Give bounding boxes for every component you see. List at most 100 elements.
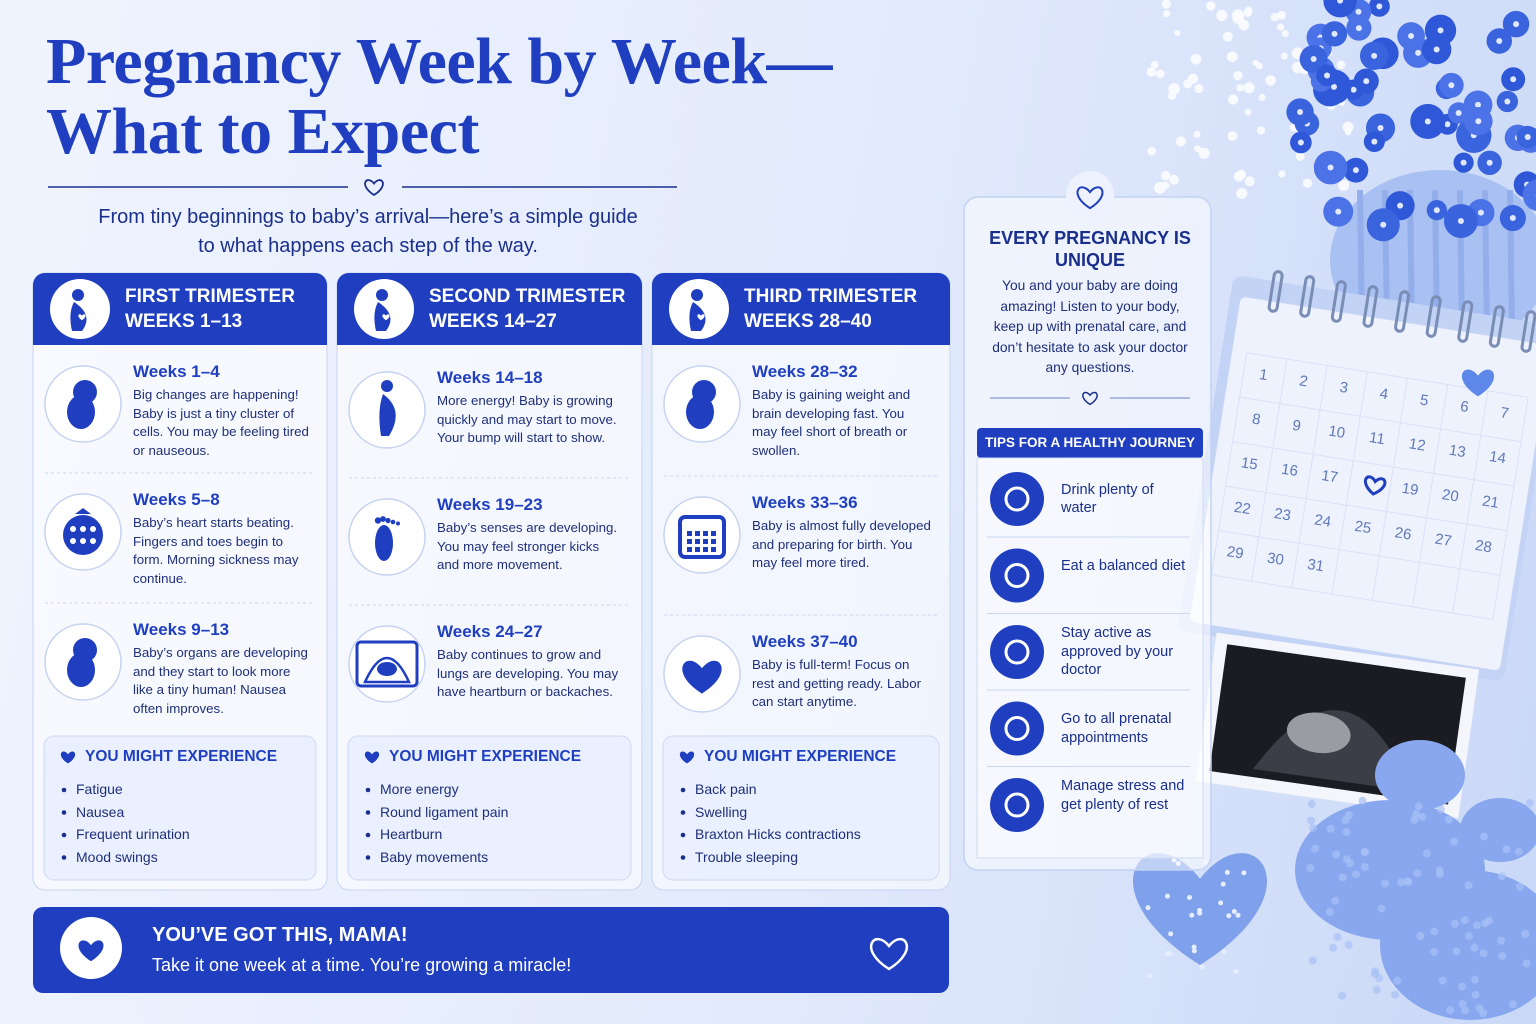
knit [1377,904,1386,913]
experience-title: YOU MIGHT EXPERIENCE [704,748,897,765]
calendar-day: 25 [1353,518,1372,537]
experience-title: YOU MIGHT EXPERIENCE [85,748,278,765]
gypsophila [1175,136,1186,147]
pillow-dot [1235,912,1241,918]
knit [1450,919,1459,928]
flower-center [1327,164,1334,171]
icon-part [687,539,692,544]
bullet [680,810,686,815]
flower-center [1448,82,1455,89]
flower-center [1297,139,1304,146]
knit [1332,850,1341,859]
bullet [61,855,67,860]
knit [1338,873,1347,882]
experience-item: Trouble sleeping [695,848,798,865]
knit [1485,916,1494,925]
footer-heart [869,938,909,971]
calendar-day: 5 [1419,392,1430,410]
stage-weeks: Weeks 19–23 [437,495,543,514]
flower-center [1433,46,1440,53]
flower-center [1352,167,1359,174]
knit [1479,949,1488,958]
bootie [1460,798,1536,862]
calendar-day: 19 [1401,480,1420,499]
flower-center [1504,98,1511,105]
knit [1402,877,1411,886]
gypsophila [1216,9,1228,22]
knit [1372,985,1381,994]
icon-part [396,521,400,526]
knit [1307,799,1316,808]
stage-icon [689,289,706,331]
calendar-day: 2 [1298,372,1309,390]
pillow-dot [1218,900,1224,906]
experience-item: Heartburn [380,826,443,842]
pillow-dot [1224,869,1230,875]
calendar-day: 12 [1408,435,1427,454]
flower-center [1513,21,1520,28]
experience-heart [60,751,76,764]
divider-heart [364,179,384,197]
icon-part [70,538,76,544]
gypsophila [1193,145,1201,153]
calendar-grid [1291,365,1328,588]
experience-item: Back pain [695,781,757,797]
stage-text: Baby’s senses are developing. You may fe… [437,520,618,572]
knit [1311,844,1320,853]
knit [1498,951,1507,960]
gypsophila [1291,61,1304,74]
knit [1438,976,1447,985]
stage-text: Baby is gaining weight and brain develop… [752,387,911,458]
icon-part [697,314,705,321]
icon-part [390,519,396,525]
calendar-day: 30 [1266,550,1285,569]
flower-center [1509,215,1516,222]
knit [1326,824,1335,833]
experience-box [347,735,632,881]
experience-item: Round ligament pain [380,803,509,820]
pillow-dot [1233,969,1239,975]
calendar-day: 3 [1338,379,1349,397]
tip-icon-inner [1004,563,1030,588]
gypsophila [1238,19,1250,31]
knit [1418,812,1427,821]
calendar-day: 27 [1434,531,1453,550]
calendar-day: 1 [1258,366,1269,384]
gypsophila [1167,91,1177,100]
gypsophila [1236,187,1248,200]
flower-center [1310,56,1317,63]
gypsophila [1222,31,1233,42]
knit [1393,976,1402,985]
calendar-day: 22 [1233,499,1252,518]
calendar-grid [1452,390,1489,614]
icon-part [363,656,411,684]
flower-center [1371,52,1378,59]
knit [1325,907,1334,916]
gypsophila [1278,170,1286,178]
stage-icon [682,660,722,694]
tip-icon-inner [1004,792,1030,818]
stage-icon [63,508,103,555]
calendar-day: 29 [1226,543,1245,562]
icon-part [687,531,692,536]
tip-icon [990,548,1044,603]
stage-text: Baby’s heart starts beating. Fingers and… [133,515,299,586]
knit [1414,802,1423,811]
flower-center [1376,3,1383,10]
icon-part [711,547,716,552]
calendar-day: 17 [1320,467,1339,486]
pillow-dot [1226,913,1232,919]
icon-part [72,289,84,301]
icon-part [682,660,722,694]
knit [1358,796,1367,805]
gypsophila [1146,67,1157,77]
gypsophila [1258,93,1266,101]
knit [1306,863,1315,872]
gypsophila [1187,73,1199,84]
stage-icon [67,380,97,429]
gypsophila [1276,10,1286,20]
knit [1416,932,1425,941]
knit [1522,959,1531,968]
calendar-grid [1412,384,1449,607]
icon-part [374,517,382,524]
